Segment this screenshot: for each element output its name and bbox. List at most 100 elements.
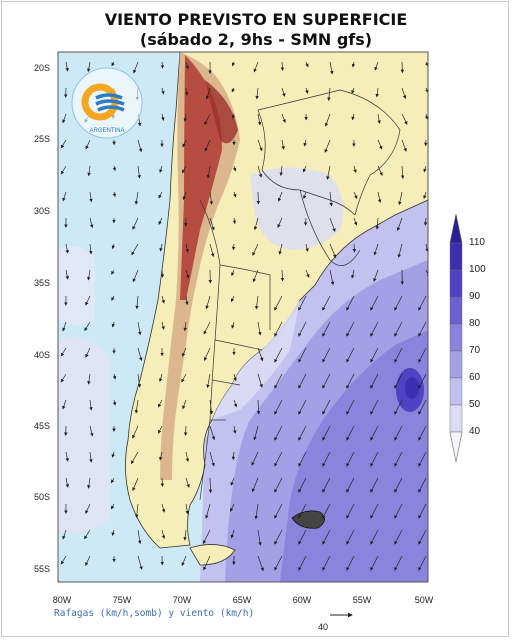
lat-label: 40S [34, 350, 51, 360]
wind-vector [135, 503, 139, 519]
wind-vector [111, 243, 116, 250]
wind-vector [89, 217, 94, 229]
wind-vector [185, 451, 190, 462]
pacific-gust-zone [58, 337, 110, 534]
wind-vector [298, 555, 307, 571]
lat-label: 35S [34, 278, 51, 288]
wind-vector [85, 347, 91, 358]
wind-vector [204, 113, 211, 126]
wind-vector [185, 503, 189, 515]
wind-vector [205, 87, 211, 100]
wind-vector [231, 243, 236, 251]
wind-vector [60, 347, 67, 357]
wind-vector [89, 191, 93, 203]
wind-vector [231, 113, 236, 119]
wind-vector [62, 399, 67, 410]
lon-label: 55W [352, 595, 372, 605]
wind-vector [425, 243, 428, 253]
wind-vector [322, 529, 331, 545]
wind-vector [257, 529, 262, 546]
wind-vector [60, 373, 67, 383]
wind-vector [370, 451, 379, 467]
wind-vector [373, 269, 379, 282]
wind-vector [185, 61, 189, 70]
wind-vector [87, 165, 91, 177]
wind-vector [329, 191, 333, 207]
wind-vector [183, 321, 187, 332]
wind-vector [418, 477, 427, 493]
wind-vector [209, 425, 216, 441]
colorbar-label: 70 [469, 345, 481, 356]
wind-vector [257, 373, 263, 388]
wind-vector [161, 503, 166, 513]
wind-vector [232, 165, 237, 172]
wind-vector [112, 165, 117, 172]
wind-vector [60, 555, 67, 565]
wind-vector [278, 243, 283, 255]
wind-vector [277, 191, 283, 202]
wind-vector [303, 191, 307, 200]
wind-vector [398, 191, 403, 206]
wind-vector [418, 295, 427, 311]
wind-vector [281, 139, 285, 150]
wind-vector [400, 165, 405, 179]
colorbar-label: 100 [469, 264, 486, 275]
wind-vector [158, 425, 163, 434]
wind-vector [232, 217, 237, 225]
wind-vector [394, 555, 403, 571]
smn-logo: ARGENTINA [71, 67, 143, 139]
wind-vector [298, 321, 307, 337]
wind-vector [423, 217, 428, 226]
wind-vector [346, 295, 355, 311]
wind-vector [161, 321, 165, 330]
wind-vector [65, 61, 69, 72]
wind-vector [370, 529, 379, 545]
lon-label: 60W [292, 595, 312, 605]
wind-vector [329, 61, 334, 75]
wind-vector [183, 425, 188, 436]
wind-vector [89, 243, 93, 255]
wind-vector [252, 269, 259, 283]
wind-vector [370, 347, 379, 363]
wind-vector [377, 113, 381, 124]
wind-vector [60, 139, 67, 149]
wind-vector [394, 451, 403, 467]
wind-vector [203, 321, 211, 335]
wind-vector [253, 217, 259, 231]
wind-vector [401, 113, 408, 125]
wind-vector [137, 165, 141, 179]
map-subtitle: (sábado 2, 9hs - SMN gfs) [139, 30, 373, 49]
wind-vector [346, 321, 355, 337]
wind-vector [206, 373, 211, 389]
wind-vector [231, 321, 235, 329]
map-title: VIENTO PREVISTO EN SUPERFICIE [104, 10, 408, 29]
wind-vector [375, 217, 380, 230]
lat-label: 45S [34, 421, 51, 431]
wind-vector [205, 295, 211, 310]
wind-vector [418, 425, 427, 441]
wind-vector [160, 61, 165, 69]
wind-vector [256, 399, 261, 415]
wind-vector [184, 87, 189, 96]
wind-vector [418, 451, 427, 467]
gust-colorbar [449, 213, 463, 463]
wind-vector [303, 139, 307, 147]
wind-vector [418, 399, 427, 415]
wind-vector [111, 529, 115, 536]
wind-vector [84, 529, 91, 540]
wind-vector [137, 373, 142, 388]
wind-vector [208, 477, 213, 494]
wind-vector [182, 139, 187, 148]
wind-vector [257, 113, 262, 126]
wind-vector [131, 243, 139, 256]
colorbar-label: 110 [469, 237, 485, 248]
wind-vector [274, 477, 283, 493]
wind-vector [159, 451, 163, 461]
wind-vector [87, 373, 91, 385]
wind-vector [418, 373, 427, 389]
wind-vector [298, 451, 307, 467]
wind-vector [298, 399, 307, 415]
wind-vector [346, 373, 355, 389]
wind-vector [370, 399, 379, 415]
